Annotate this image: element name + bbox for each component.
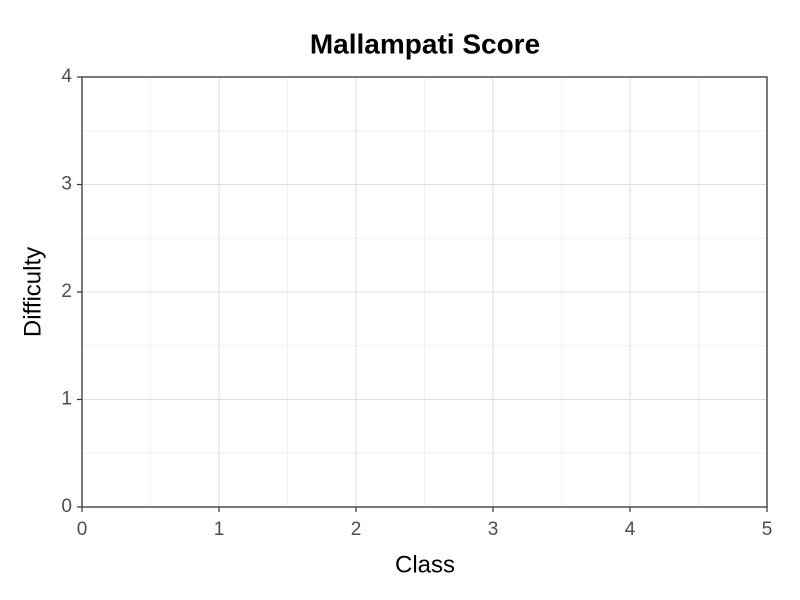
plot-border <box>81 76 768 508</box>
y-tick-label: 0 <box>61 496 72 517</box>
x-tick-label: 5 <box>762 519 773 540</box>
x-tick-label: 2 <box>351 519 362 540</box>
y-tick-label: 3 <box>61 174 72 195</box>
y-axis-title: Difficulty <box>19 247 46 337</box>
y-tick-label: 4 <box>61 66 72 87</box>
x-tick-label: 1 <box>214 519 225 540</box>
x-tick-label: 4 <box>625 519 636 540</box>
chart-title: Mallampati Score <box>310 28 540 59</box>
y-tick-label: 1 <box>61 389 72 410</box>
x-tick-label: 3 <box>488 519 499 540</box>
y-tick-label: 2 <box>61 281 72 302</box>
x-tick-label: 0 <box>77 519 88 540</box>
x-axis-title: Class <box>395 551 455 578</box>
